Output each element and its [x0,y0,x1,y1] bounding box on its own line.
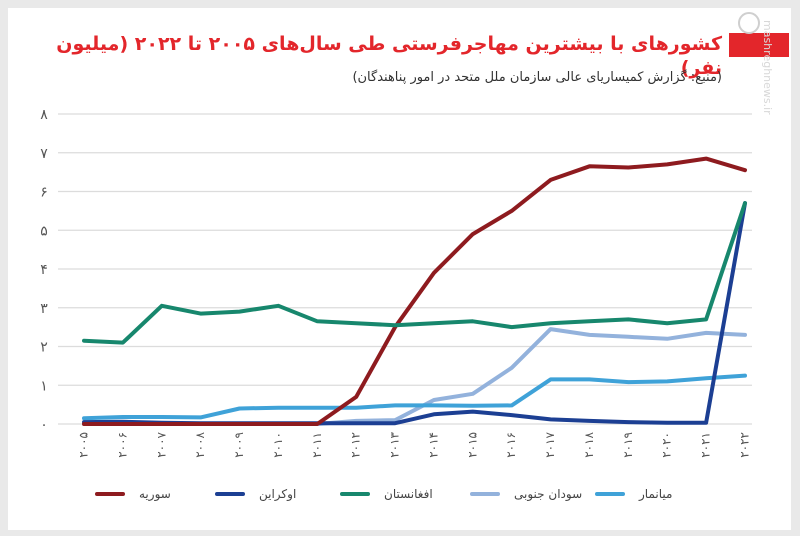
x-tick-label: ۲۰۱۰ [271,432,285,458]
legend-swatch [215,492,245,496]
legend-label: سودان جنوبی [514,487,583,501]
y-tick-label: ۴ [40,262,48,278]
y-tick-label: ۶ [40,185,48,201]
chart-title: کشورهای با بیشترین مهاجرفرستی طی سال‌های… [56,33,722,79]
legend-swatch [340,492,370,496]
y-tick-label: ۸ [40,107,48,123]
series-line-4 [82,373,747,421]
legend-item: سوریه [95,484,171,504]
x-tick-label: ۲۰۱۵ [465,432,479,458]
x-tick-label: ۲۰۱۹ [621,432,635,458]
chart-subtitle: (منبع: گزارش کمیساریای عالی سازمان ملل م… [352,70,722,85]
x-tick-label: ۲۰۰۶ [115,432,129,458]
line-chart: ۰ ۱ ۲ ۳ ۴ ۵ ۶ ۷ ۸ ۲۰۰۵ ۲۰۰۶ ۲۰۰۷ ۲۰۰۸ ۲۰۰۹ ۲۰۱۰ ۲۰۱۱ ۲۰۱… [40,107,752,458]
legend-swatch [470,492,500,496]
x-tick-label: ۲۰۰۸ [193,431,207,457]
watermark: mashreghnews.ir [761,20,774,115]
logo-icon [738,12,760,34]
x-tick-label: ۲۰۱۸ [582,431,596,457]
series-line-3 [82,327,747,426]
y-tick-label: ۰ [40,417,48,433]
x-tick-label: ۲۰۱۷ [543,431,557,457]
y-tick-label: ۵ [40,223,48,239]
legend-swatch [595,492,625,496]
legend-item: میانمار [595,484,672,504]
series-line-1 [82,201,747,426]
legend-item: اوکراین [215,484,296,504]
x-tick-label: ۲۰۰۹ [232,432,246,458]
x-tick-label: ۲۰۰۷ [154,431,168,457]
y-tick-label: ۳ [40,301,48,317]
x-tick-label: ۲۰۱۳ [388,431,402,457]
legend-label: اوکراین [259,487,297,501]
x-tick-label: ۲۰۱۴ [426,432,440,458]
y-tick-label: ۱ [40,378,48,394]
x-tick-label: ۲۰۲۱ [699,432,713,458]
legend-item: افغانستان [340,484,433,504]
legend-swatch [95,492,125,496]
legend-label: افغانستان [384,487,433,501]
series-line-2 [82,201,747,345]
chart-legend: سوریه اوکراین افغانستان سودان جنوبی میانمار [0,484,780,504]
x-tick-label: ۲۰۱۲ [349,432,363,458]
x-tick-label: ۲۰۱۶ [504,432,518,458]
y-tick-label: ۷ [40,146,48,162]
series-line-0 [82,156,747,426]
x-tick-label: ۲۰۱۱ [310,432,324,458]
y-tick-label: ۲ [40,340,48,356]
x-tick-label: ۲۰۲۰ [660,432,674,458]
legend-label: سوریه [139,487,171,501]
x-tick-label: ۲۰۰۵ [77,432,91,458]
legend-item: سودان جنوبی [470,484,582,504]
legend-label: میانمار [639,487,673,501]
x-tick-label: ۲۰۲۲ [738,432,752,458]
brand-tab [729,33,789,57]
